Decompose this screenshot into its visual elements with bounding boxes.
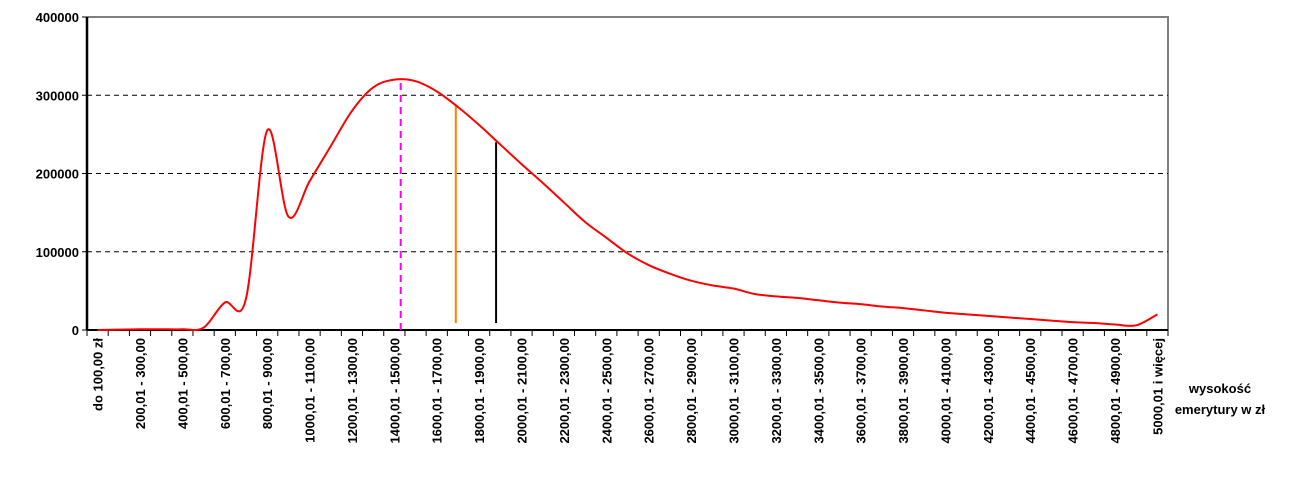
x-tick-label: 2800,01 - 2900,00 — [684, 338, 699, 444]
x-tick-label: 2200,01 - 2300,00 — [557, 338, 572, 444]
y-tick-label: 200000 — [36, 167, 79, 182]
y-tick-label: 0 — [72, 323, 79, 338]
x-tick-label: 3000,01 - 3100,00 — [726, 338, 741, 444]
x-tick-label: do 100,00 zł — [91, 338, 106, 411]
x-tick-label: 1400,01 - 1500,00 — [387, 338, 402, 444]
x-tick-label: 200,01 - 300,00 — [133, 338, 148, 429]
y-tick-label: 100000 — [36, 245, 79, 260]
x-tick-label: 4800,01 - 4900,00 — [1108, 338, 1123, 444]
x-tick-label: 1000,01 - 1100,00 — [303, 338, 318, 443]
x-tick-label: 2000,01 - 2100,00 — [515, 338, 530, 444]
x-tick-label: 4200,01 - 4300,00 — [981, 338, 996, 444]
x-tick-label: 1800,01 - 1900,00 — [472, 338, 487, 444]
x-tick-label: 5000,01 i więcej — [1150, 338, 1165, 435]
plot-border — [87, 16, 1169, 330]
y-tick-label: 300000 — [36, 88, 79, 103]
x-tick-label: 4600,01 - 4700,00 — [1066, 338, 1081, 444]
x-tick-label: 400,01 - 500,00 — [175, 338, 190, 429]
x-tick-label: 3400,01 - 3500,00 — [811, 338, 826, 444]
x-tick-label: 600,01 - 700,00 — [218, 338, 233, 429]
x-tick-label: 2400,01 - 2500,00 — [599, 338, 614, 444]
x-tick-label: 4000,01 - 4100,00 — [938, 338, 953, 444]
x-axis-title: wysokość emerytury w zł — [1174, 381, 1266, 417]
x-tick-label: 1200,01 - 1300,00 — [345, 338, 360, 444]
data-line — [97, 78, 1158, 332]
x-tick-label: 800,01 - 900,00 — [260, 338, 275, 429]
x-tick-label: 4400,01 - 4500,00 — [1023, 338, 1038, 444]
y-tick-label: 400000 — [36, 10, 79, 25]
x-tick-label: 2600,01 - 2700,00 — [642, 338, 657, 444]
x-tick-label: 3600,01 - 3700,00 — [854, 338, 869, 444]
x-tick-label: 3200,01 - 3300,00 — [769, 338, 784, 444]
x-tick-label: 1600,01 - 1700,00 — [430, 338, 445, 444]
x-tick-label: 3800,01 - 3900,00 — [896, 338, 911, 444]
